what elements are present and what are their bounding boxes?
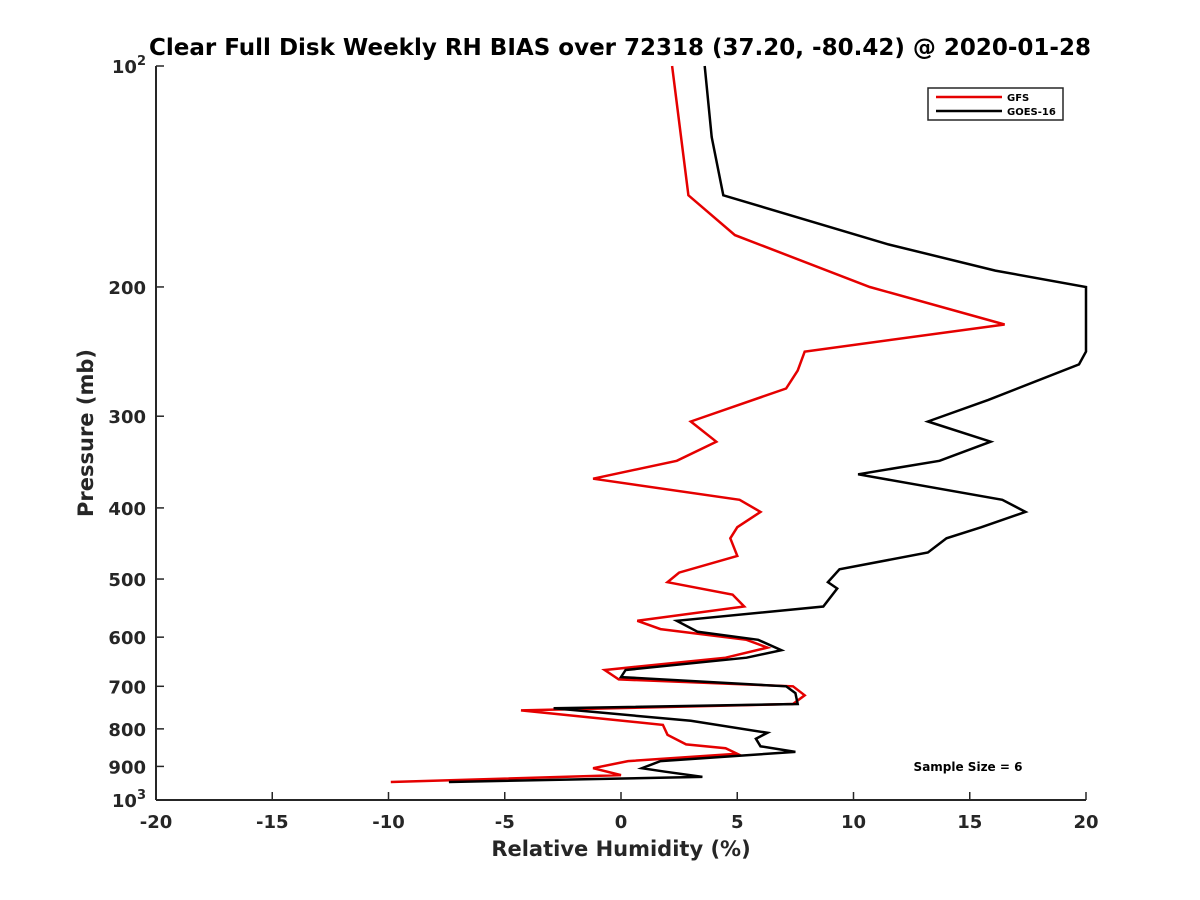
series-line-goes-16 <box>448 65 1088 784</box>
legend-box <box>927 87 1064 121</box>
y-tick-label: 700 <box>108 677 146 698</box>
x-tick-label: -10 <box>372 812 405 833</box>
y-axis-label: Pressure (mb) <box>74 349 98 517</box>
plot-area: -20 -15 -10 -5 0 5 10 15 20 102 200 300 400 500 600 70… <box>108 54 1098 833</box>
x-tick-label: 5 <box>731 812 744 833</box>
y-tick-label: 900 <box>108 757 146 778</box>
series-line-gfs <box>390 65 1005 784</box>
legend-label-gfs: GFS <box>1007 93 1029 104</box>
x-ticks: -20 -15 -10 -5 0 5 10 15 20 <box>140 792 1099 833</box>
y-tick-label: 800 <box>108 720 146 741</box>
x-tick-label: 15 <box>957 812 982 833</box>
legend: GFS GOES-16 <box>927 87 1064 121</box>
y-ticks: 102 200 300 400 500 600 700 800 900 103 <box>108 54 164 812</box>
chart-title: Clear Full Disk Weekly RH BIAS over 7231… <box>149 35 1091 61</box>
legend-label-goes-16: GOES-16 <box>1007 107 1056 118</box>
x-tick-label: 20 <box>1073 812 1098 833</box>
x-axis-label: Relative Humidity (%) <box>491 837 750 861</box>
y-tick-label: 500 <box>108 570 146 591</box>
x-tick-label: 10 <box>841 812 866 833</box>
plot-background <box>156 66 1086 800</box>
x-tick-label: -15 <box>256 812 289 833</box>
y-tick-label: 102 <box>112 54 146 78</box>
x-tick-label: 0 <box>615 812 628 833</box>
series-layer <box>390 65 1088 784</box>
y-tick-label: 103 <box>112 788 146 812</box>
y-tick-label: 300 <box>108 407 146 428</box>
x-tick-label: -5 <box>495 812 515 833</box>
y-tick-label: 200 <box>108 278 146 299</box>
y-tick-label: 400 <box>108 499 146 520</box>
sample-size-annotation: Sample Size = 6 <box>914 760 1023 774</box>
x-tick-label: -20 <box>140 812 173 833</box>
y-tick-label: 600 <box>108 628 146 649</box>
